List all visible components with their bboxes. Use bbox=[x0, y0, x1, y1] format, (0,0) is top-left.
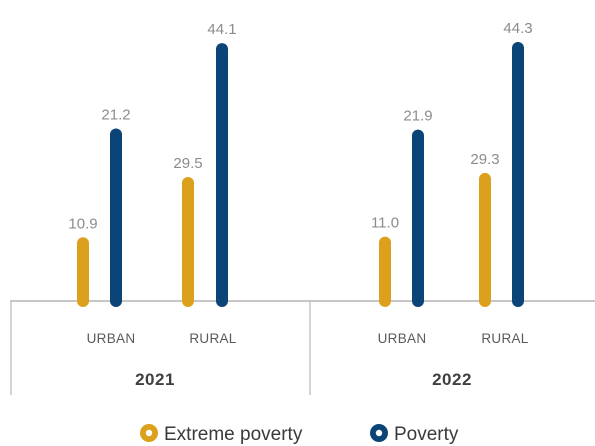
value-label-2022-urban-extreme-poverty: 11.0 bbox=[371, 215, 399, 232]
category-label-2021-rural: RURAL bbox=[189, 331, 236, 346]
category-label-2022-rural: RURAL bbox=[481, 331, 528, 346]
bars-layer bbox=[77, 41, 524, 307]
category-label-2022-urban: URBAN bbox=[378, 331, 427, 346]
group-label-2021: 2021 bbox=[135, 370, 175, 389]
category-label-2021-urban: URBAN bbox=[87, 331, 136, 346]
labels-layer: 10.9 21.2 URBAN 29.5 44.1 RURAL 2021 11.0 21.9 UR… bbox=[68, 20, 532, 389]
legend-label-poverty: Poverty bbox=[394, 424, 459, 445]
bar-2021-urban-poverty bbox=[110, 128, 122, 307]
bar-2021-rural-extreme-poverty bbox=[182, 177, 194, 307]
bar-2021-urban-extreme-poverty bbox=[77, 237, 89, 307]
group-label-2022: 2022 bbox=[432, 370, 472, 389]
value-label-2022-rural-extreme-poverty: 29.3 bbox=[470, 151, 499, 168]
value-label-2021-urban-extreme-poverty: 10.9 bbox=[68, 215, 97, 232]
bar-2022-urban-extreme-poverty bbox=[379, 236, 391, 307]
chart-axis-frame bbox=[10, 300, 595, 395]
legend-marker-poverty-dot bbox=[375, 429, 383, 437]
legend-label-extreme-poverty: Extreme poverty bbox=[164, 424, 303, 445]
value-label-2022-urban-poverty: 21.9 bbox=[403, 108, 432, 125]
value-label-2021-urban-poverty: 21.2 bbox=[101, 106, 130, 123]
bar-2021-rural-poverty bbox=[216, 43, 228, 307]
value-label-2022-rural-poverty: 44.3 bbox=[503, 20, 532, 37]
bar-2022-rural-extreme-poverty bbox=[479, 172, 491, 307]
bar-2022-urban-poverty bbox=[412, 129, 424, 307]
legend-item-poverty: Poverty bbox=[370, 424, 459, 445]
value-label-2021-rural-extreme-poverty: 29.5 bbox=[173, 155, 202, 172]
legend-item-extreme-poverty: Extreme poverty bbox=[140, 424, 303, 445]
bar-2022-rural-poverty bbox=[512, 41, 524, 307]
legend-marker-extreme-poverty-dot bbox=[145, 429, 153, 437]
value-label-2021-rural-poverty: 44.1 bbox=[207, 21, 236, 38]
legend: Extreme poverty Poverty bbox=[140, 424, 459, 445]
